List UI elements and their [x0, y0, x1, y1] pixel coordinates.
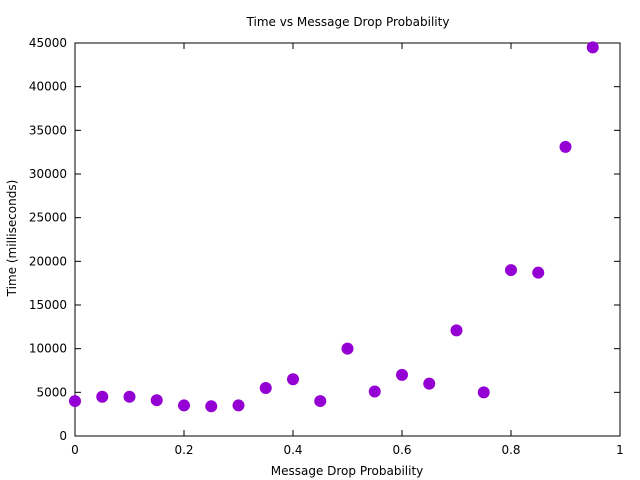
data-point: [341, 342, 354, 355]
axis-ticks: 0 0.2 0.4 0.6 0.8 1 0 5000 10000 15000 20000 25000 3…: [29, 36, 624, 457]
data-point: [477, 386, 490, 399]
data-point: [205, 400, 218, 413]
y-tick-label: 35000: [29, 123, 67, 137]
x-tick-label: 0: [71, 443, 79, 457]
y-tick-label: 30000: [29, 167, 67, 181]
y-tick-label: 40000: [29, 80, 67, 94]
data-point: [586, 41, 599, 54]
y-tick-label: 45000: [29, 36, 67, 50]
data-point: [150, 394, 163, 407]
data-point: [287, 373, 299, 386]
y-tick-label: 10000: [29, 342, 67, 356]
data-point: [123, 390, 136, 403]
data-point: [532, 266, 545, 279]
data-point: [259, 381, 272, 394]
x-tick-label: 1: [616, 443, 624, 457]
data-point: [69, 395, 81, 408]
chart-title: Time vs Message Drop Probability: [246, 15, 450, 29]
x-tick-label: 0.8: [501, 443, 520, 457]
data-point: [368, 385, 381, 398]
data-point: [314, 395, 327, 408]
y-tick-label: 0: [59, 429, 67, 443]
y-axis-label: Time (milliseconds): [5, 180, 19, 298]
data-point: [559, 140, 572, 153]
plot-frame: [74, 42, 621, 437]
y-tick-label: 5000: [36, 385, 67, 399]
y-tick-label: 25000: [29, 211, 67, 225]
data-point: [232, 399, 245, 412]
x-axis-label: Message Drop Probability: [271, 464, 424, 478]
x-tick-label: 0.4: [283, 443, 302, 457]
data-point: [96, 390, 109, 403]
data-point: [505, 264, 517, 277]
data-point: [423, 377, 436, 390]
data-point: [178, 399, 190, 412]
x-tick-label: 0.6: [392, 443, 411, 457]
data-point: [450, 324, 463, 337]
data-points: [69, 41, 599, 413]
y-tick-label: 15000: [29, 298, 67, 312]
x-tick-label: 0.2: [174, 443, 193, 457]
data-point: [396, 368, 408, 381]
y-tick-label: 20000: [29, 254, 67, 268]
